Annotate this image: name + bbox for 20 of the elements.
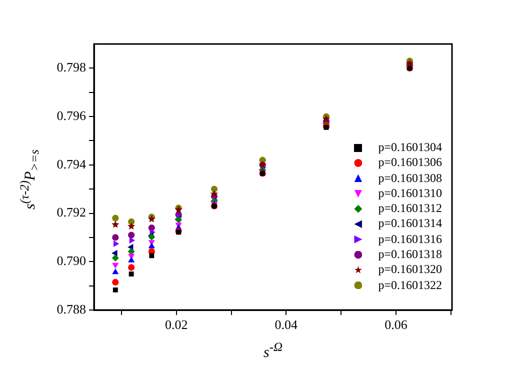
legend-label: p=0.1601308 [378, 170, 442, 186]
y-tick-label: 0.798 [56, 60, 86, 75]
legend-label: p=0.1601322 [378, 278, 442, 293]
y-tick-label: 0.792 [56, 204, 86, 220]
legend-label: p=0.1601318 [378, 247, 442, 262]
legend-label: p=0.1601312 [378, 201, 442, 216]
x-tick-label: 0.04 [274, 317, 298, 332]
y-tick-label: 0.788 [56, 301, 86, 316]
legend-label: p=0.1601314 [378, 216, 442, 232]
legend-label: p=0.1601306 [378, 155, 442, 171]
legend-label: p=0.1601310 [378, 186, 442, 202]
x-axis-title: s$^{-Ω}$ [262, 340, 284, 362]
legend-label: p=0.1601304 [378, 140, 442, 156]
x-tick-label: 0.02 [164, 317, 188, 332]
legend-label: p=0.1601320 [378, 262, 442, 278]
y-tick-label: 0.790 [56, 253, 86, 268]
legend-label: p=0.1601316 [378, 232, 442, 248]
y-tick-label: 0.794 [56, 156, 86, 172]
x-tick-label: 0.06 [384, 317, 408, 332]
y-tick-label: 0.796 [56, 108, 86, 123]
